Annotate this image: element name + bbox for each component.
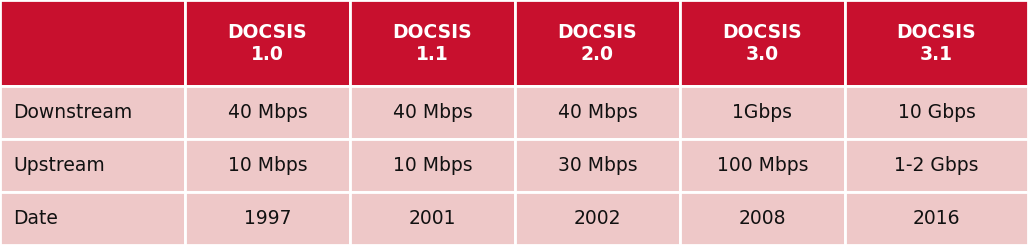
Text: 1Gbps: 1Gbps bbox=[733, 103, 793, 122]
Bar bbox=[845, 139, 1028, 192]
Bar bbox=[350, 0, 515, 86]
Bar bbox=[845, 0, 1028, 86]
Bar bbox=[680, 86, 845, 139]
Text: 100 Mbps: 100 Mbps bbox=[717, 156, 808, 175]
Text: Upstream: Upstream bbox=[13, 156, 105, 175]
Text: 1997: 1997 bbox=[244, 209, 291, 228]
Bar bbox=[680, 192, 845, 245]
Bar bbox=[185, 139, 350, 192]
Bar bbox=[680, 139, 845, 192]
Bar bbox=[515, 139, 680, 192]
Text: 2002: 2002 bbox=[574, 209, 621, 228]
Bar bbox=[350, 139, 515, 192]
Bar bbox=[845, 86, 1028, 139]
Bar bbox=[185, 192, 350, 245]
Text: 40 Mbps: 40 Mbps bbox=[393, 103, 473, 122]
Text: 40 Mbps: 40 Mbps bbox=[227, 103, 307, 122]
Text: DOCSIS
1.0: DOCSIS 1.0 bbox=[227, 23, 307, 64]
Bar bbox=[515, 0, 680, 86]
Bar bbox=[0, 0, 185, 86]
Bar bbox=[845, 192, 1028, 245]
Text: 30 Mbps: 30 Mbps bbox=[557, 156, 637, 175]
Text: 2016: 2016 bbox=[913, 209, 960, 228]
Bar bbox=[0, 86, 185, 139]
Text: 10 Mbps: 10 Mbps bbox=[393, 156, 472, 175]
Text: 2008: 2008 bbox=[739, 209, 786, 228]
Bar bbox=[185, 0, 350, 86]
Bar bbox=[185, 86, 350, 139]
Bar bbox=[680, 0, 845, 86]
Bar bbox=[0, 139, 185, 192]
Bar bbox=[515, 192, 680, 245]
Text: DOCSIS
3.0: DOCSIS 3.0 bbox=[723, 23, 802, 64]
Text: DOCSIS
1.1: DOCSIS 1.1 bbox=[393, 23, 472, 64]
Bar bbox=[350, 192, 515, 245]
Text: Downstream: Downstream bbox=[13, 103, 133, 122]
Text: 40 Mbps: 40 Mbps bbox=[557, 103, 637, 122]
Text: 2001: 2001 bbox=[409, 209, 456, 228]
Bar bbox=[350, 86, 515, 139]
Text: 1-2 Gbps: 1-2 Gbps bbox=[894, 156, 979, 175]
Bar bbox=[0, 192, 185, 245]
Text: 10 Gbps: 10 Gbps bbox=[897, 103, 976, 122]
Text: DOCSIS
2.0: DOCSIS 2.0 bbox=[557, 23, 637, 64]
Bar bbox=[515, 86, 680, 139]
Text: 10 Mbps: 10 Mbps bbox=[227, 156, 307, 175]
Text: Date: Date bbox=[13, 209, 58, 228]
Text: DOCSIS
3.1: DOCSIS 3.1 bbox=[896, 23, 977, 64]
